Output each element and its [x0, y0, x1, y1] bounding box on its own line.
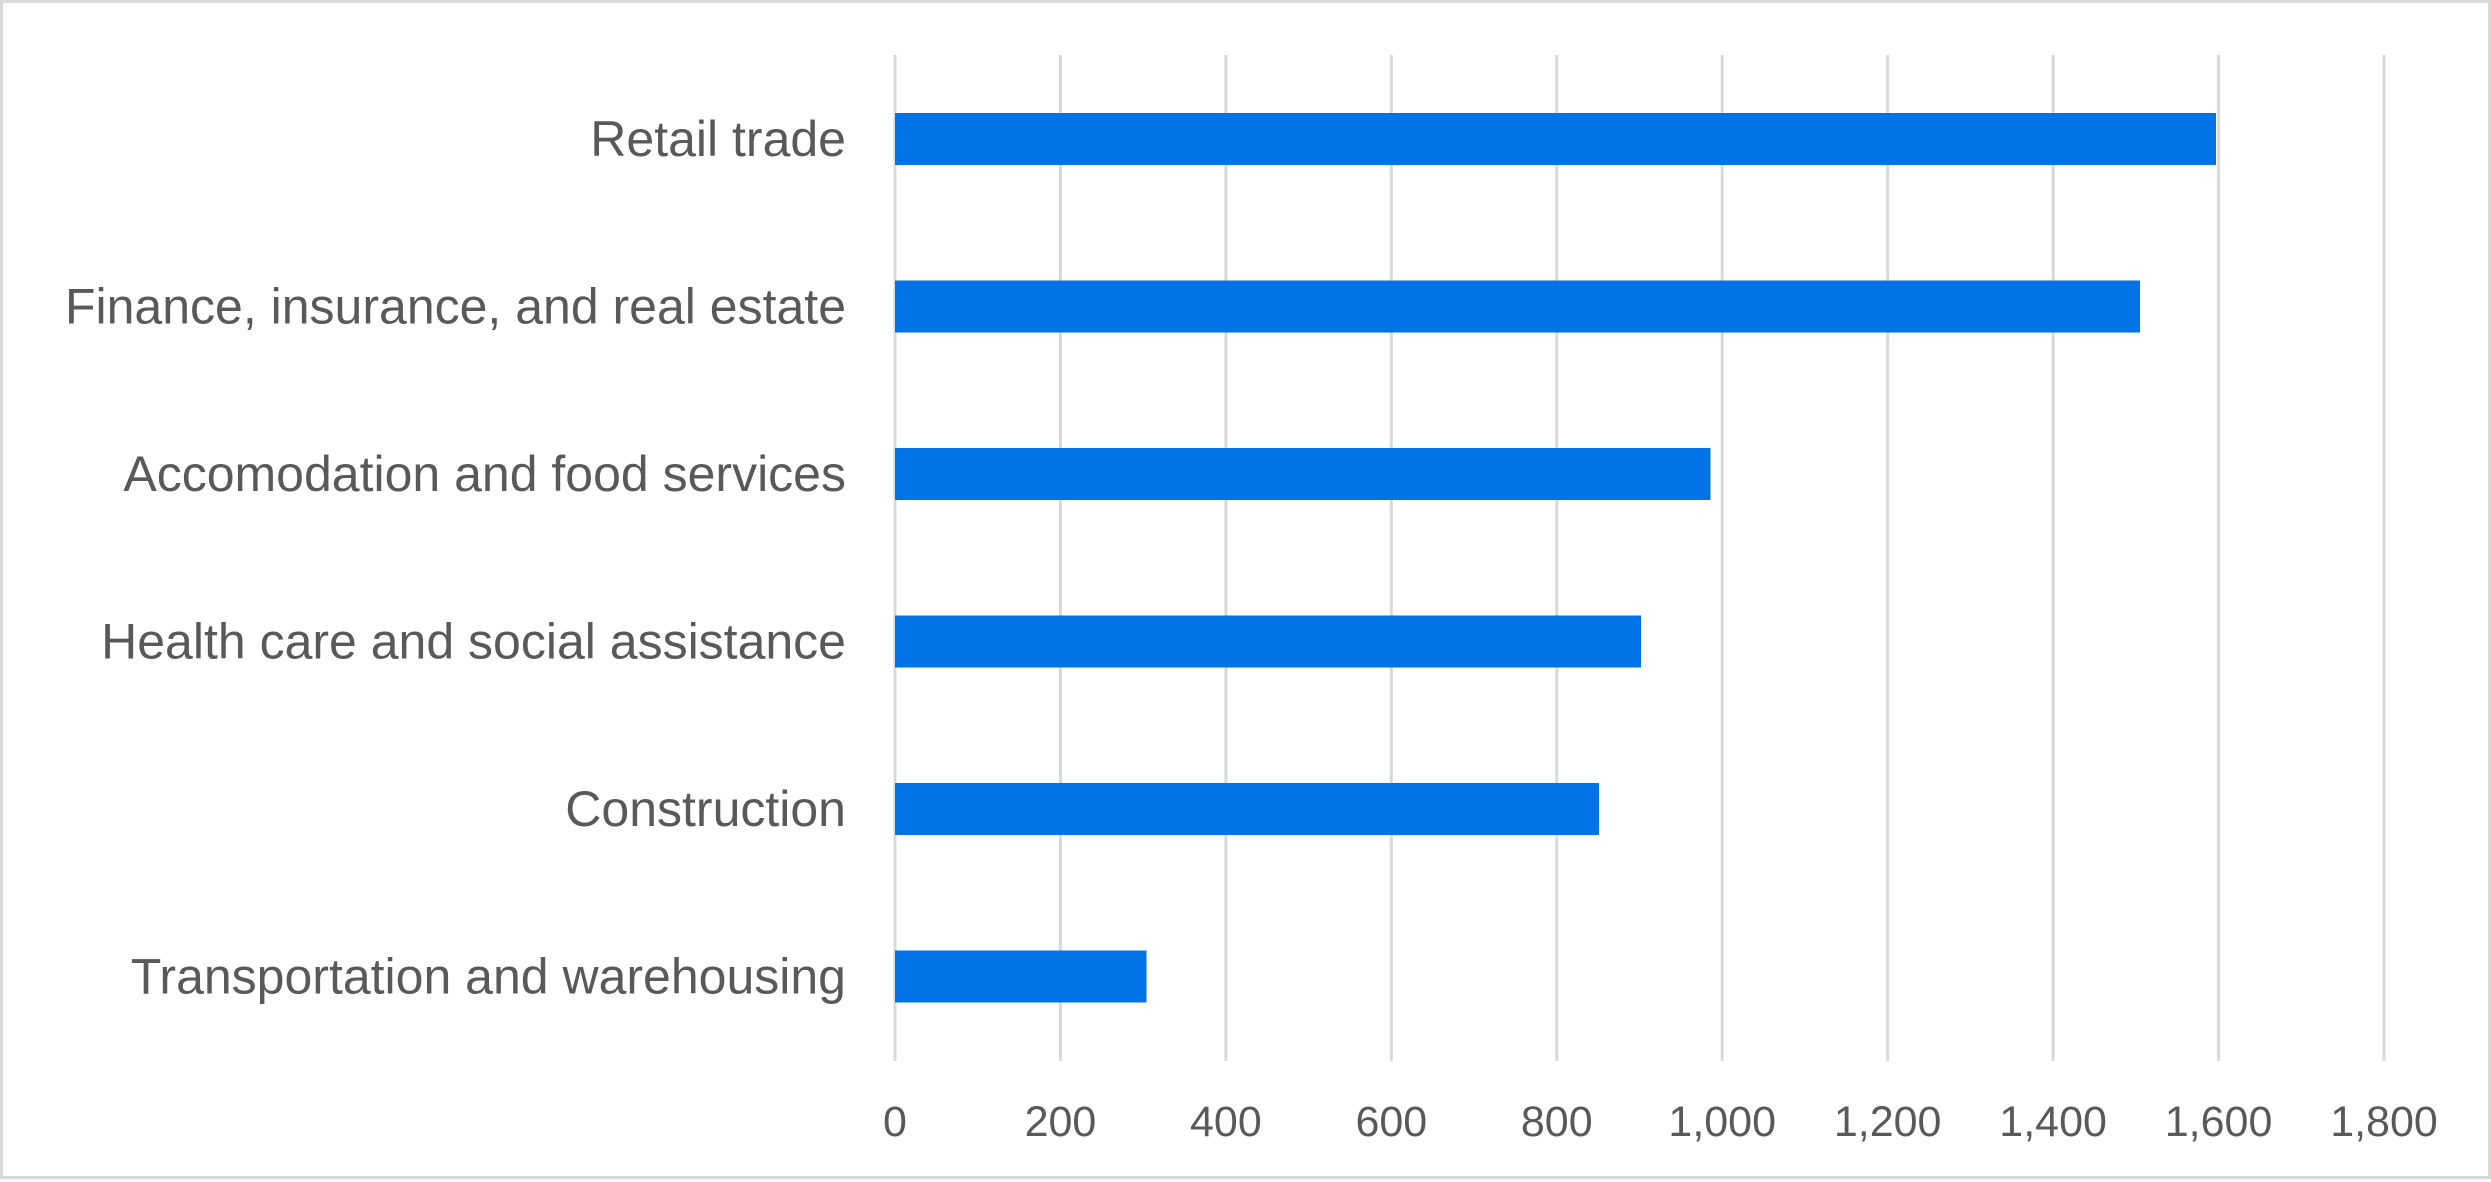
bar-chart: Retail trade Finance, insurance, and real… — [65, 55, 2438, 1146]
x-tick-label: 1,800 — [2330, 1098, 2438, 1146]
x-tick-label: 600 — [1355, 1098, 1427, 1146]
bar — [895, 112, 2217, 165]
bar — [895, 950, 1147, 1003]
bar — [895, 615, 1642, 668]
category-label: Construction — [565, 781, 846, 837]
gridlines — [893, 55, 2386, 1061]
x-tick-label: 800 — [1521, 1098, 1593, 1146]
category-label: Finance, insurance, and real estate — [65, 278, 846, 334]
x-tick-label: 400 — [1190, 1098, 1262, 1146]
x-tick-label: 200 — [1025, 1098, 1097, 1146]
bar — [895, 782, 1599, 835]
category-labels: Retail trade Finance, insurance, and real… — [65, 111, 846, 1005]
x-tick-label: 1,400 — [1999, 1098, 2107, 1146]
category-label: Accomodation and food services — [123, 446, 846, 502]
bar — [895, 280, 2140, 333]
x-tick-label: 1,000 — [1668, 1098, 1776, 1146]
x-tick-label: 1,200 — [1834, 1098, 1942, 1146]
category-label: Health care and social assistance — [101, 613, 846, 669]
category-label: Retail trade — [590, 111, 846, 167]
x-tick-label: 1,600 — [2165, 1098, 2273, 1146]
bars — [895, 112, 2217, 1003]
category-label: Transportation and warehousing — [131, 948, 846, 1004]
bar — [895, 447, 1711, 500]
x-axis-tick-labels: 0 200 400 600 800 1,000 1,200 1,400 1,600 1,800 — [883, 1098, 2438, 1146]
x-tick-label: 0 — [883, 1098, 907, 1146]
